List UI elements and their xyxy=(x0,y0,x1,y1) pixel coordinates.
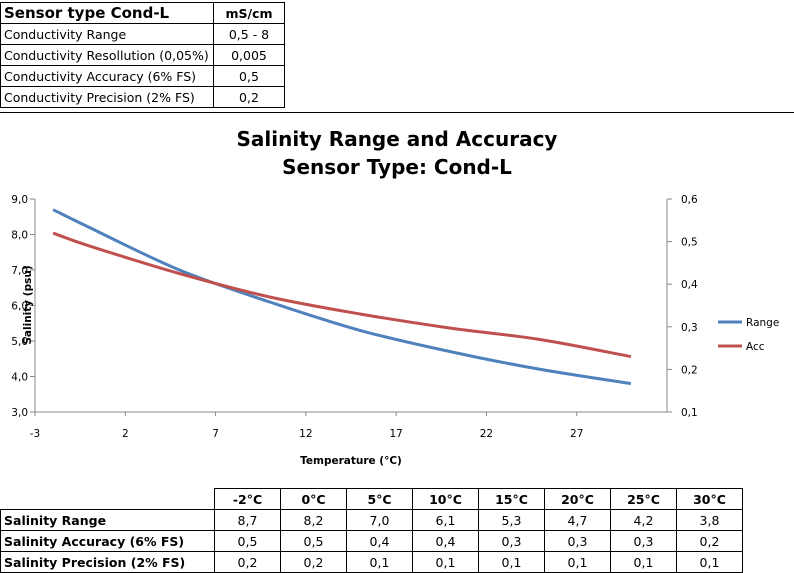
y-tick-label: 3,0 xyxy=(11,407,28,419)
salinity-cell: 0,3 xyxy=(478,530,545,552)
salinity-column-header: 0°C xyxy=(280,488,347,510)
salinity-cell: 0,1 xyxy=(676,551,743,573)
salinity-column-header: 15°C xyxy=(478,488,545,510)
salinity-table: -2°C 0°C 5°C 10°C 15°C 20°C 25°C 30°C Salinity … xyxy=(0,488,743,573)
spec-value: 0,005 xyxy=(213,44,285,66)
salinity-row-label: Salinity Precision (2% FS) xyxy=(0,551,215,573)
salinity-row: Salinity Accuracy (6% FS) 0,5 0,5 0,4 0,4 0,3… xyxy=(0,530,743,552)
x-tick-label: 2 xyxy=(122,428,129,440)
salinity-cell: 0,3 xyxy=(544,530,611,552)
salinity-column-header: 10°C xyxy=(412,488,479,510)
spec-row: Conductivity Range 0,5 - 8 xyxy=(0,23,285,45)
y2-tick-label: 0,2 xyxy=(681,364,698,376)
x-tick-label: 22 xyxy=(480,428,493,440)
salinity-cell: 0,1 xyxy=(544,551,611,573)
spec-value: 0,5 xyxy=(213,65,285,87)
x-tick-label: 7 xyxy=(212,428,219,440)
y-tick-label: 7,0 xyxy=(11,265,28,277)
y2-tick-label: 0,5 xyxy=(681,237,698,249)
x-tick-label: 12 xyxy=(299,428,312,440)
salinity-cell: 0,2 xyxy=(676,530,743,552)
salinity-row-label: Salinity Range xyxy=(0,509,215,531)
spec-label: Conductivity Range xyxy=(0,23,214,45)
spec-value: 0,2 xyxy=(213,86,285,108)
salinity-cell: 8,2 xyxy=(280,509,347,531)
chart-title: Salinity Range and Accuracy xyxy=(236,127,558,151)
spec-header-label: Sensor type Cond-L xyxy=(0,2,214,24)
y2-tick-label: 0,1 xyxy=(681,407,698,419)
salinity-cell: 0,2 xyxy=(280,551,347,573)
y2-tick-label: 0,4 xyxy=(681,279,698,291)
salinity-row: Salinity Precision (2% FS) 0,2 0,2 0,1 0,1 0,… xyxy=(0,551,743,573)
spec-label: Conductivity Resollution (0,05%) xyxy=(0,44,214,66)
chart-title-block: Salinity Range and Accuracy Sensor Type:… xyxy=(0,125,794,181)
x-axis-title: Temperature (°C) xyxy=(300,455,402,467)
y-tick-label: 5,0 xyxy=(11,336,28,348)
spec-value: 0,5 - 8 xyxy=(213,23,285,45)
salinity-cell: 8,7 xyxy=(214,509,281,531)
spec-row: Conductivity Accuracy (6% FS) 0,5 xyxy=(0,65,285,87)
legend-label-acc: Acc xyxy=(746,341,765,353)
salinity-cell: 0,4 xyxy=(346,530,413,552)
y-tick-label: 6,0 xyxy=(11,301,28,313)
spec-row: Conductivity Resollution (0,05%) 0,005 xyxy=(0,44,285,66)
spec-header-unit: mS/cm xyxy=(213,2,285,24)
salinity-cell: 0,3 xyxy=(610,530,677,552)
legend-label-range: Range xyxy=(746,317,779,329)
spec-label: Conductivity Accuracy (6% FS) xyxy=(0,65,214,87)
y2-tick-label: 0,3 xyxy=(681,322,698,334)
salinity-column-header: 30°C xyxy=(676,488,743,510)
spec-header-row: Sensor type Cond-L mS/cm xyxy=(0,2,285,24)
x-tick-label: -3 xyxy=(30,428,40,440)
salinity-cell: 4,2 xyxy=(610,509,677,531)
salinity-row: Salinity Range 8,7 8,2 7,0 6,1 5,3 4,7 4,2 3,8 xyxy=(0,509,743,531)
y-tick-label: 9,0 xyxy=(11,194,28,206)
salinity-cell: 5,3 xyxy=(478,509,545,531)
salinity-line-chart: 3,0 4,0 5,0 6,0 7,0 8,0 9,0 0,1 0,2 0,3 0,4 0,5 0,6 -… xyxy=(11,194,779,467)
salinity-column-header: 5°C xyxy=(346,488,413,510)
salinity-cell: 6,1 xyxy=(412,509,479,531)
salinity-cell: 7,0 xyxy=(346,509,413,531)
salinity-cell: 3,8 xyxy=(676,509,743,531)
salinity-column-header: 25°C xyxy=(610,488,677,510)
sensor-spec-table: Sensor type Cond-L mS/cm Conductivity Ra… xyxy=(0,2,285,108)
chart-area: Salinity Range and Accuracy Sensor Type:… xyxy=(0,112,794,485)
salinity-cell: 0,4 xyxy=(412,530,479,552)
salinity-cell: 0,1 xyxy=(346,551,413,573)
salinity-column-header: -2°C xyxy=(214,488,281,510)
chart-subtitle: Sensor Type: Cond-L xyxy=(282,155,512,179)
series-line-range xyxy=(52,208,632,386)
y2-tick-label: 0,6 xyxy=(681,194,698,206)
salinity-cell: 4,7 xyxy=(544,509,611,531)
salinity-column-header: 20°C xyxy=(544,488,611,510)
y-tick-label: 4,0 xyxy=(11,372,28,384)
salinity-cell: 0,1 xyxy=(610,551,677,573)
y-axis-title: Salinity (psu) xyxy=(22,265,34,344)
salinity-cell: 0,1 xyxy=(412,551,479,573)
salinity-row-label: Salinity Accuracy (6% FS) xyxy=(0,530,215,552)
salinity-header-row: -2°C 0°C 5°C 10°C 15°C 20°C 25°C 30°C xyxy=(0,488,743,510)
spec-row: Conductivity Precision (2% FS) 0,2 xyxy=(0,86,285,108)
x-tick-label: 27 xyxy=(570,428,583,440)
y-tick-label: 8,0 xyxy=(11,230,28,242)
x-tick-label: 17 xyxy=(389,428,402,440)
spec-label: Conductivity Precision (2% FS) xyxy=(0,86,214,108)
salinity-cell: 0,5 xyxy=(280,530,347,552)
salinity-cell: 0,2 xyxy=(214,551,281,573)
salinity-corner-cell xyxy=(0,488,215,510)
series-line-acc xyxy=(52,231,632,359)
salinity-cell: 0,1 xyxy=(478,551,545,573)
salinity-cell: 0,5 xyxy=(214,530,281,552)
